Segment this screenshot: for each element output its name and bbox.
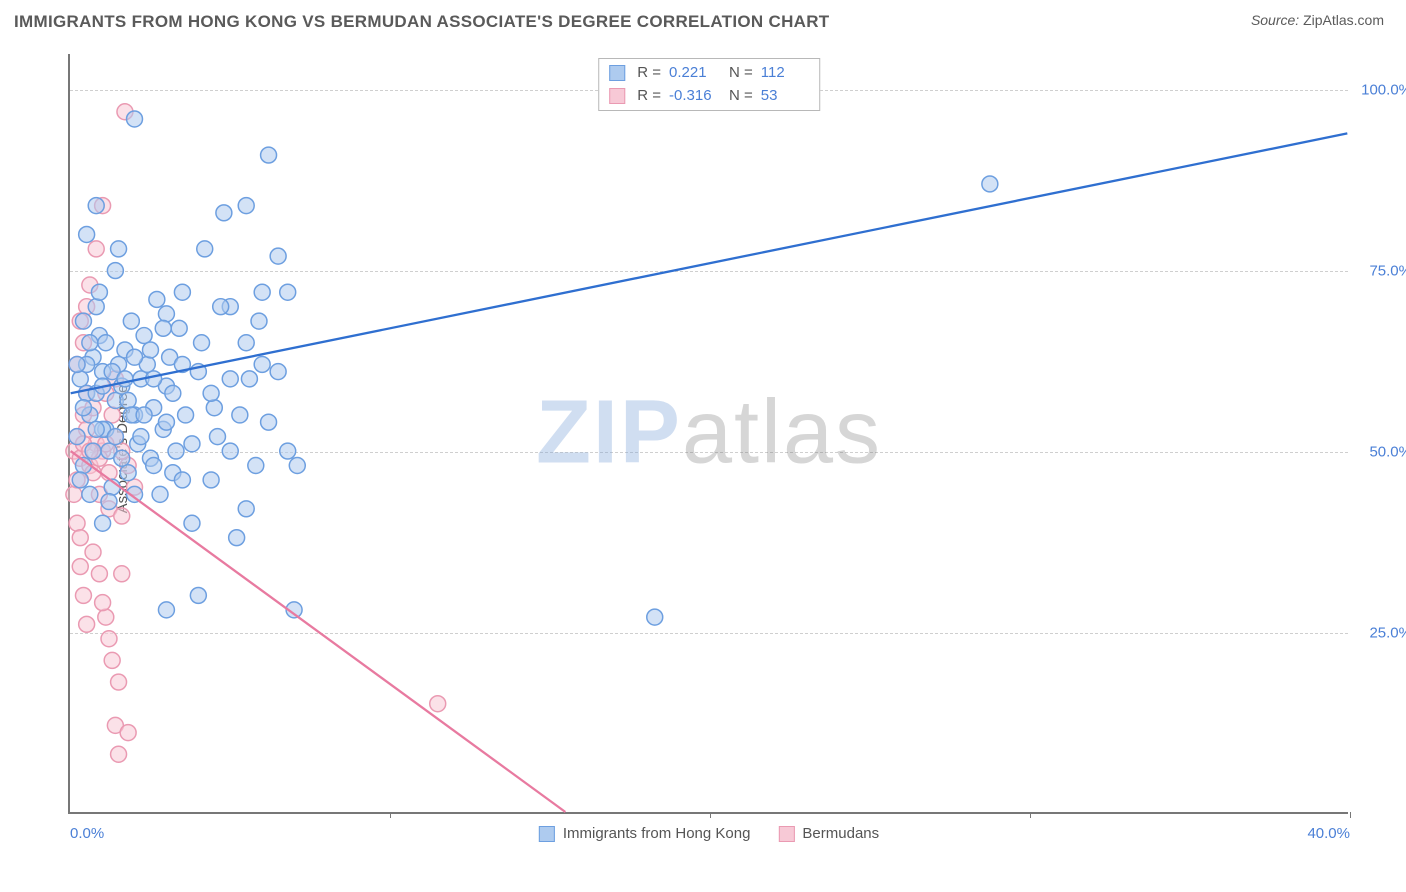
y-tick-label: 25.0% (1356, 625, 1406, 642)
swatch-bm-icon (778, 826, 794, 842)
legend-label-hk: Immigrants from Hong Kong (563, 825, 751, 842)
stat-r-label: R = (637, 85, 661, 108)
stat-n-label: N = (729, 62, 753, 85)
trend-line (71, 133, 1348, 393)
stat-n-hk: 112 (761, 62, 809, 85)
legend-item-bm: Bermudans (778, 825, 879, 842)
stat-r-bm: -0.316 (669, 85, 717, 108)
stat-r-hk: 0.221 (669, 62, 717, 85)
source-label: Source: (1251, 12, 1299, 28)
legend-item-hk: Immigrants from Hong Kong (539, 825, 751, 842)
x-tick-mark (390, 812, 391, 818)
swatch-hk-icon (609, 65, 625, 81)
source: Source: ZipAtlas.com (1251, 12, 1384, 28)
trend-line (71, 451, 566, 812)
swatch-bm-icon (609, 88, 625, 104)
trend-lines (70, 54, 1348, 812)
legend-series: Immigrants from Hong Kong Bermudans (539, 825, 879, 842)
legend-stats: R = 0.221 N = 112 R = -0.316 N = 53 (598, 58, 820, 111)
y-tick-label: 100.0% (1356, 82, 1406, 99)
x-tick-label: 40.0% (1307, 825, 1350, 842)
chart-title: IMMIGRANTS FROM HONG KONG VS BERMUDAN AS… (14, 12, 830, 32)
source-value: ZipAtlas.com (1303, 12, 1384, 28)
x-tick-mark (710, 812, 711, 818)
y-tick-label: 50.0% (1356, 444, 1406, 461)
x-tick-label: 0.0% (70, 825, 104, 842)
swatch-hk-icon (539, 826, 555, 842)
header: IMMIGRANTS FROM HONG KONG VS BERMUDAN AS… (0, 0, 1406, 40)
stat-n-label: N = (729, 85, 753, 108)
stat-r-label: R = (637, 62, 661, 85)
chart-area: Associate's Degree ZIPatlas R = 0.221 N … (50, 54, 1386, 844)
x-tick-mark (1030, 812, 1031, 818)
legend-label-bm: Bermudans (802, 825, 879, 842)
y-tick-label: 75.0% (1356, 263, 1406, 280)
legend-stats-row-hk: R = 0.221 N = 112 (609, 62, 809, 85)
plot: ZIPatlas R = 0.221 N = 112 R = -0.316 N … (68, 54, 1348, 814)
legend-stats-row-bm: R = -0.316 N = 53 (609, 85, 809, 108)
stat-n-bm: 53 (761, 85, 809, 108)
x-tick-mark (1350, 812, 1351, 818)
